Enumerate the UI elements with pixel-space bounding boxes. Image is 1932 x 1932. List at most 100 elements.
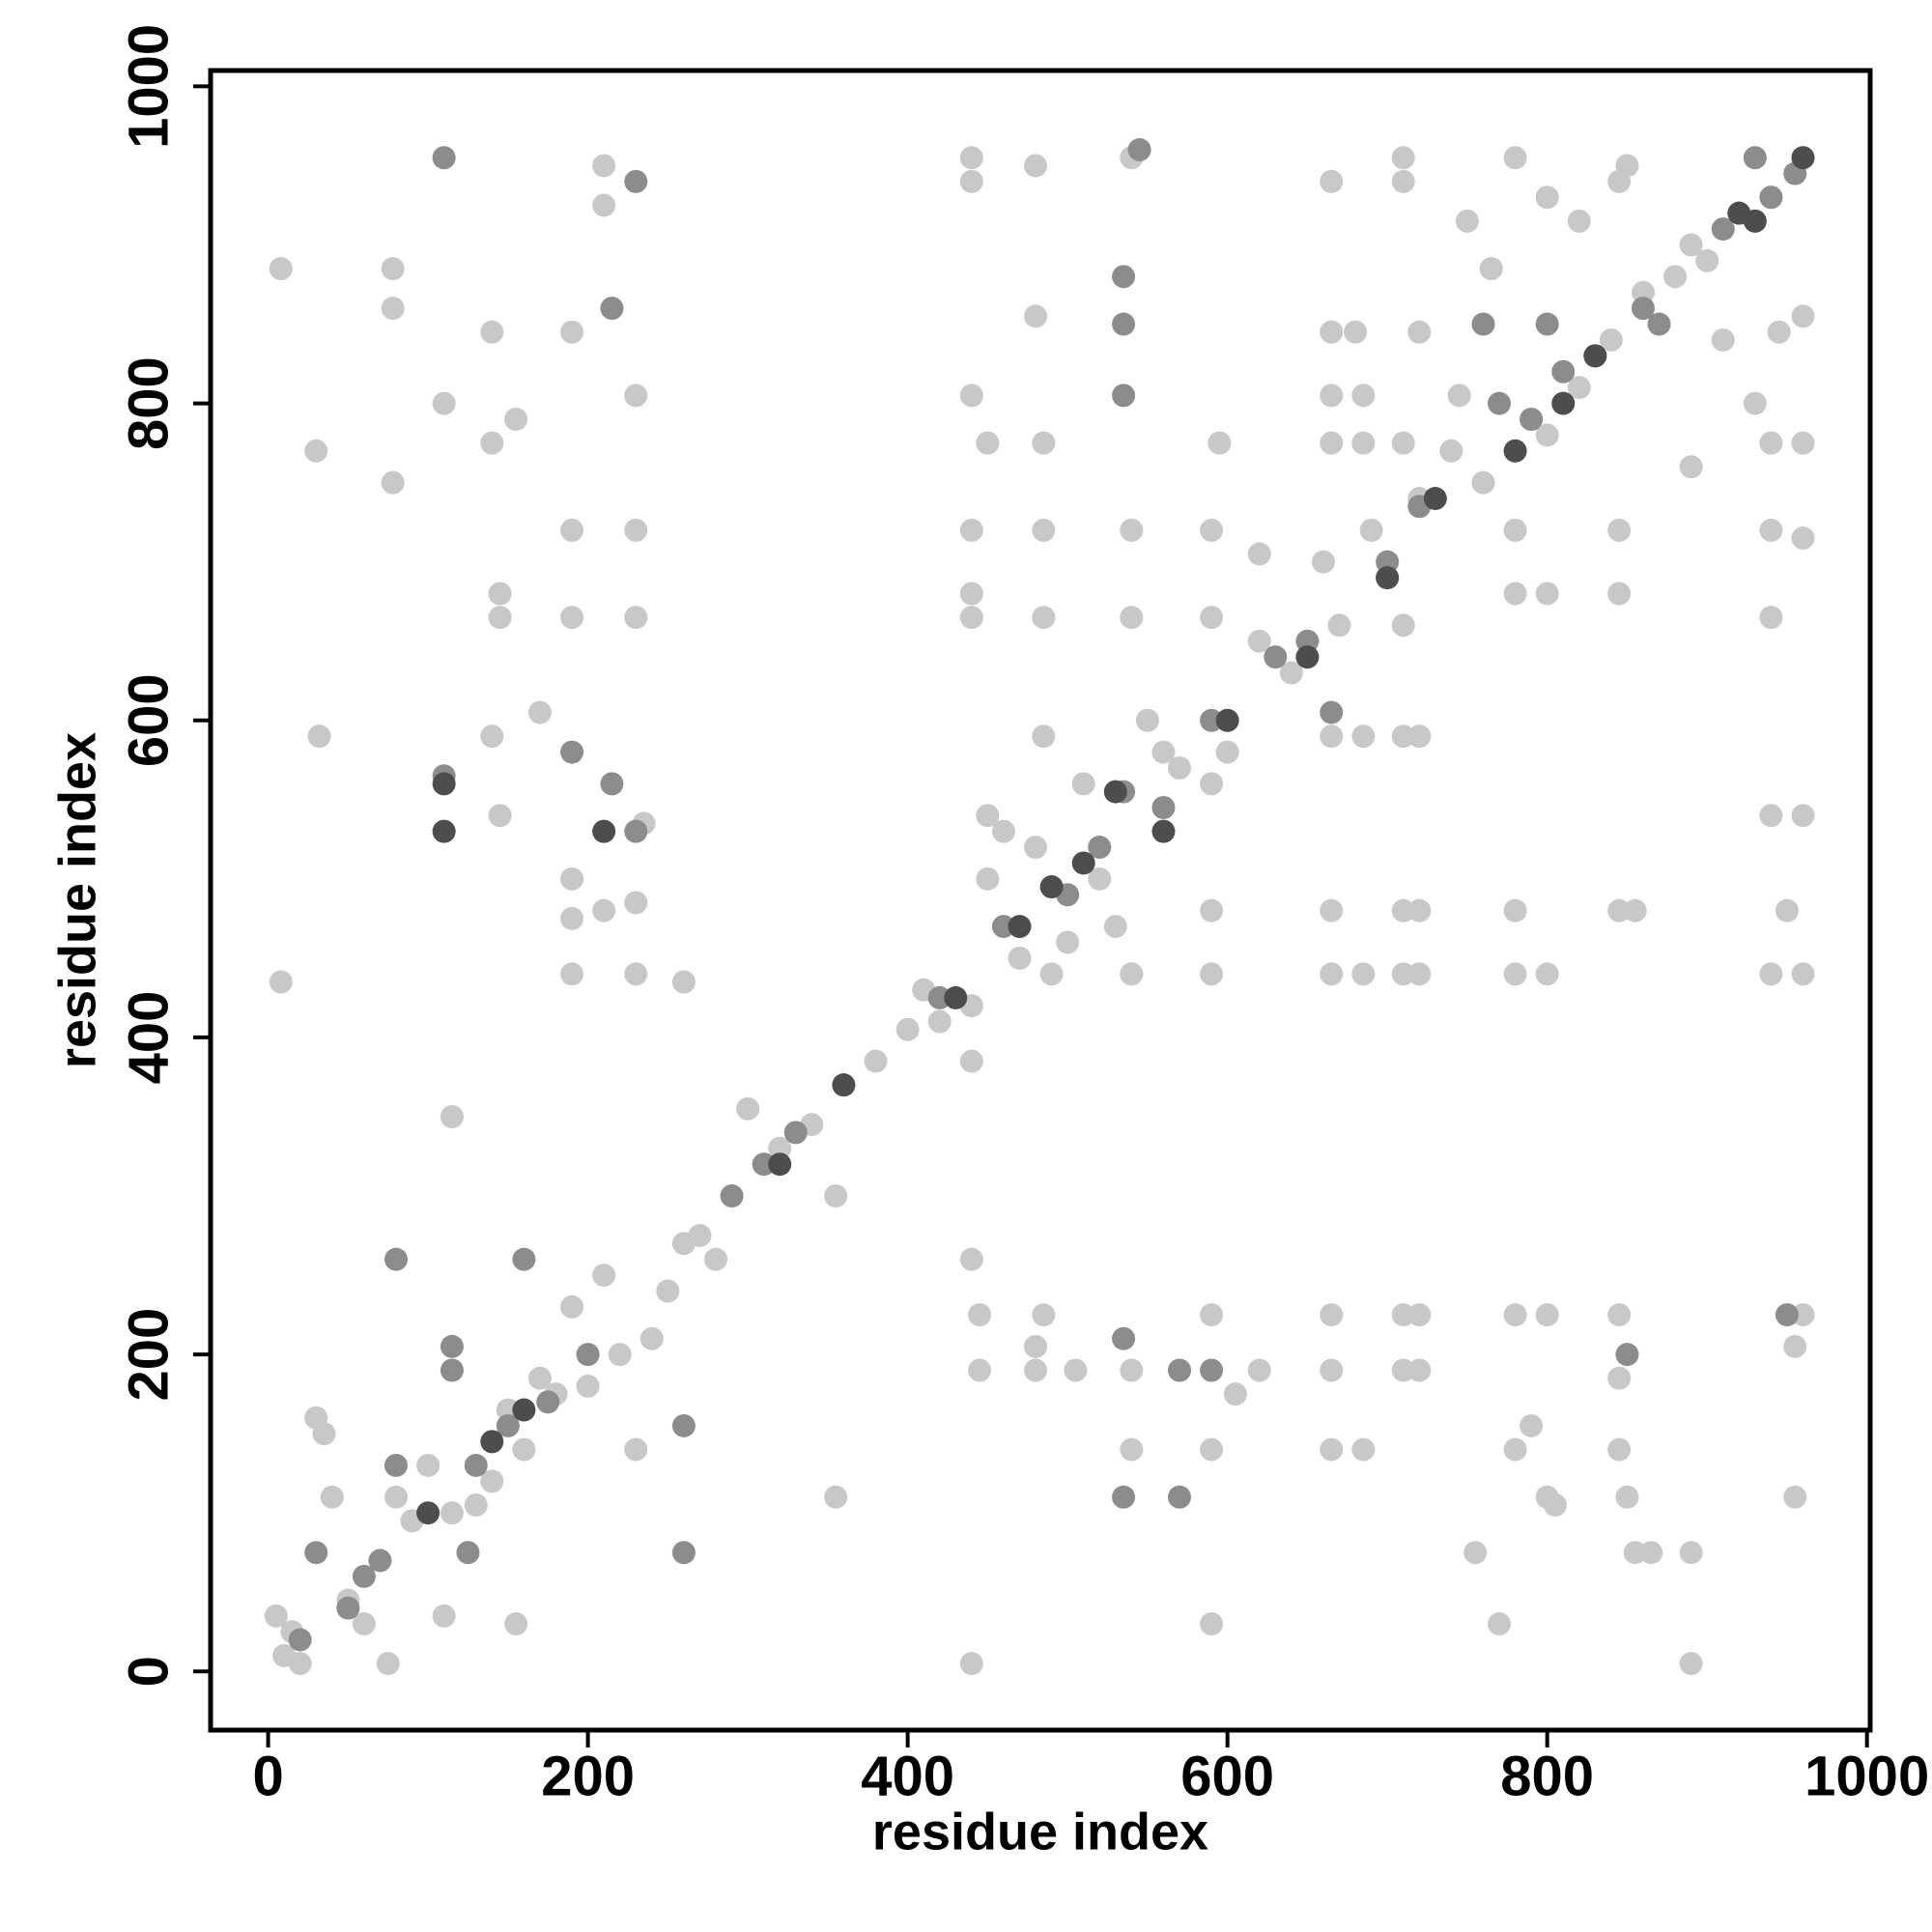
point bbox=[1351, 724, 1376, 749]
point bbox=[1503, 898, 1527, 923]
point bbox=[1439, 439, 1463, 463]
point bbox=[1407, 1358, 1432, 1382]
x-tick-label: 400 bbox=[861, 1745, 954, 1807]
point bbox=[1032, 431, 1056, 455]
point bbox=[927, 1009, 952, 1034]
point bbox=[1679, 1652, 1703, 1676]
point bbox=[381, 297, 405, 321]
point bbox=[624, 518, 648, 542]
point bbox=[1320, 898, 1344, 923]
x-tick-label: 200 bbox=[541, 1745, 635, 1807]
point bbox=[1535, 423, 1559, 447]
point bbox=[1407, 898, 1432, 923]
point bbox=[592, 898, 616, 923]
point bbox=[304, 439, 328, 463]
point bbox=[1320, 1437, 1344, 1462]
point bbox=[1775, 898, 1799, 923]
point bbox=[1024, 154, 1048, 178]
point bbox=[1791, 804, 1815, 828]
point bbox=[768, 1136, 792, 1160]
point bbox=[1167, 1358, 1191, 1382]
point bbox=[1791, 431, 1815, 455]
point bbox=[488, 804, 512, 828]
point bbox=[1032, 518, 1056, 542]
point bbox=[352, 1612, 376, 1636]
point bbox=[1631, 297, 1655, 321]
point bbox=[1791, 962, 1815, 986]
point bbox=[624, 962, 648, 986]
point bbox=[1327, 613, 1351, 638]
point bbox=[376, 1652, 400, 1676]
point bbox=[1120, 1358, 1144, 1382]
point bbox=[264, 1604, 288, 1628]
point bbox=[1503, 146, 1527, 170]
point bbox=[496, 1398, 520, 1422]
point bbox=[1391, 724, 1415, 749]
point bbox=[1391, 613, 1415, 638]
point bbox=[1407, 320, 1432, 344]
point bbox=[736, 1096, 760, 1121]
point bbox=[600, 772, 624, 796]
point bbox=[352, 1564, 376, 1588]
point bbox=[1759, 804, 1783, 828]
point bbox=[592, 154, 616, 178]
point bbox=[1503, 962, 1527, 986]
point bbox=[1479, 257, 1503, 281]
point bbox=[1200, 962, 1224, 986]
point bbox=[480, 1469, 504, 1493]
point bbox=[592, 193, 616, 217]
point bbox=[1344, 320, 1368, 344]
point bbox=[432, 819, 456, 843]
point bbox=[1151, 819, 1176, 843]
point bbox=[1120, 962, 1144, 986]
point bbox=[512, 1398, 536, 1422]
point bbox=[824, 1184, 848, 1208]
point bbox=[1615, 1343, 1639, 1367]
point bbox=[1463, 1541, 1488, 1565]
point bbox=[1759, 185, 1783, 210]
point bbox=[560, 320, 584, 344]
point bbox=[560, 740, 584, 764]
point bbox=[768, 1152, 792, 1177]
point bbox=[1376, 566, 1400, 590]
point bbox=[1607, 1366, 1632, 1390]
point bbox=[1695, 248, 1719, 272]
point bbox=[1320, 169, 1344, 193]
point bbox=[1223, 1382, 1247, 1406]
point bbox=[1279, 661, 1303, 685]
point bbox=[1631, 280, 1655, 304]
point bbox=[512, 1437, 536, 1462]
point bbox=[1503, 518, 1527, 542]
y-tick-label: 0 bbox=[117, 1656, 180, 1687]
point bbox=[527, 700, 552, 724]
point bbox=[1200, 772, 1224, 796]
point bbox=[1200, 1437, 1224, 1462]
point bbox=[959, 384, 983, 408]
point bbox=[1320, 320, 1344, 344]
point bbox=[1024, 1358, 1048, 1382]
point bbox=[1200, 1303, 1224, 1327]
point bbox=[1623, 898, 1647, 923]
point bbox=[440, 1334, 464, 1358]
point bbox=[592, 819, 616, 843]
point bbox=[1200, 898, 1224, 923]
point bbox=[704, 1247, 728, 1271]
point bbox=[624, 169, 648, 193]
point bbox=[1503, 1437, 1527, 1462]
point bbox=[1032, 724, 1056, 749]
point bbox=[504, 1612, 528, 1636]
point bbox=[1320, 700, 1344, 724]
point bbox=[1599, 327, 1623, 352]
point bbox=[624, 819, 648, 843]
point bbox=[1535, 962, 1559, 986]
point bbox=[1759, 962, 1783, 986]
point bbox=[624, 606, 648, 630]
x-tick-label: 800 bbox=[1500, 1745, 1594, 1807]
point bbox=[1320, 724, 1344, 749]
point bbox=[1103, 915, 1127, 939]
point bbox=[671, 1413, 696, 1437]
point bbox=[1639, 1541, 1663, 1565]
point bbox=[968, 1358, 992, 1382]
point bbox=[991, 915, 1015, 939]
point bbox=[1503, 439, 1527, 463]
